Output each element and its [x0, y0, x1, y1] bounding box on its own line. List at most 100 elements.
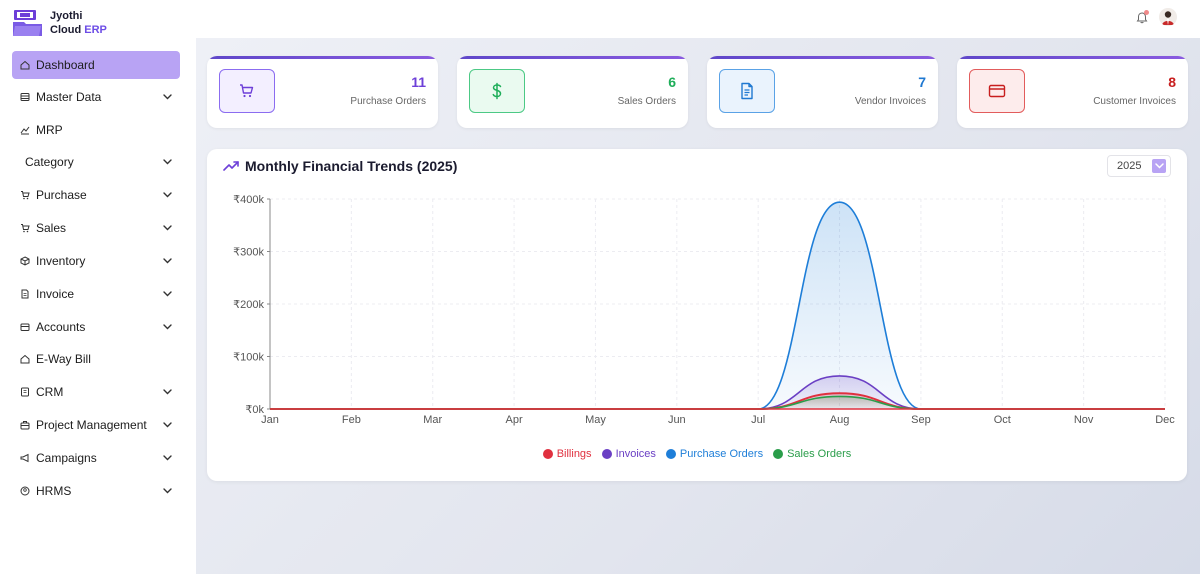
- app-logo[interactable]: Jyothi Cloud ERP: [12, 8, 107, 38]
- series-area-billings: [270, 393, 1165, 409]
- stat-card-vendor-invoices[interactable]: 7 Vendor Invoices: [707, 56, 938, 128]
- sidebar-item-label: Master Data: [36, 90, 102, 104]
- chevron-down-icon[interactable]: [162, 157, 172, 167]
- trends-chart: ₹0k ₹100k ₹200k ₹300k ₹400k Jan Feb Mar Apr May Ju…: [233, 194, 1175, 426]
- legend-label: Sales Orders: [787, 448, 852, 460]
- series-line-invoices: [270, 375, 1165, 410]
- trending-up-icon: [223, 161, 239, 171]
- sidebar-item-project-management[interactable]: Project Management: [12, 411, 180, 439]
- document-icon: [20, 289, 30, 299]
- sidebar-item-accounts[interactable]: Accounts: [12, 313, 180, 341]
- sidebar-item-label: HRMS: [36, 484, 72, 498]
- card-accent-line: [957, 56, 1188, 59]
- sidebar-item-campaigns[interactable]: Campaigns: [12, 444, 180, 472]
- year-select[interactable]: 2025: [1107, 155, 1171, 177]
- user-avatar[interactable]: [1159, 8, 1177, 26]
- sidebar-item-category[interactable]: Category: [12, 148, 180, 176]
- card-label: Vendor Invoices: [854, 96, 926, 107]
- legend-item-sales-orders[interactable]: Sales Orders: [773, 448, 851, 460]
- x-tick-label: Feb: [342, 414, 361, 426]
- x-tick-label: Mar: [423, 414, 442, 426]
- sidebar-item-mrp[interactable]: MRP: [12, 116, 180, 144]
- chevron-down-icon[interactable]: [162, 92, 172, 102]
- x-tick-label: Jan: [261, 414, 279, 426]
- megaphone-icon: [20, 453, 30, 463]
- financial-trends-chart-card: Monthly Financial Trends (2025) 2025 ₹0k…: [207, 149, 1187, 481]
- chevron-down-icon[interactable]: [162, 256, 172, 266]
- chevron-down-icon[interactable]: [162, 387, 172, 397]
- sidebar-item-label: CRM: [36, 385, 64, 399]
- sidebar-item-purchase[interactable]: Purchase: [12, 181, 180, 209]
- series-area-sales-orders: [270, 396, 1165, 409]
- stat-card-customer-invoices[interactable]: 8 Customer Invoices: [957, 56, 1188, 128]
- card-accent-line: [207, 56, 438, 59]
- sidebar-item-invoice[interactable]: Invoice: [12, 280, 180, 308]
- chevron-down-icon[interactable]: [162, 420, 172, 430]
- year-select-value: 2025: [1117, 160, 1142, 172]
- legend-label: Invoices: [615, 448, 656, 460]
- chevron-down-icon[interactable]: [162, 223, 172, 233]
- user-circle-icon: [20, 486, 30, 496]
- card-label: Sales Orders: [617, 96, 676, 107]
- sidebar-item-dashboard[interactable]: Dashboard: [12, 51, 180, 79]
- wallet-icon: [20, 322, 30, 332]
- stat-card-purchase-orders[interactable]: 11 Purchase Orders: [207, 56, 438, 128]
- main-content: 11 Purchase Orders 6 Sales Orders 7 Vendor In…: [196, 38, 1200, 574]
- sidebar-item-label: MRP: [36, 123, 63, 137]
- chart-title: Monthly Financial Trends (2025): [245, 158, 458, 174]
- y-tick-label: ₹300k: [233, 247, 264, 259]
- card-accent-line: [707, 56, 938, 59]
- legend-item-billings[interactable]: Billings: [542, 448, 592, 460]
- x-tick-label: Oct: [994, 414, 1011, 426]
- sidebar-item-label: Category: [25, 155, 74, 169]
- notification-badge: [1144, 10, 1149, 15]
- sidebar-item-sales[interactable]: Sales: [12, 214, 180, 242]
- sidebar-item-hrms[interactable]: HRMS: [12, 477, 180, 505]
- series-line-sales-orders: [270, 395, 1165, 410]
- sidebar-item-label: Inventory: [36, 254, 86, 268]
- chevron-down-icon[interactable]: [162, 289, 172, 299]
- card-label: Customer Invoices: [1093, 96, 1176, 107]
- chevron-down-icon[interactable]: [162, 486, 172, 496]
- x-tick-label: Aug: [830, 414, 850, 426]
- sidebar: Dashboard Master Data MRP Category Purchase S…: [0, 46, 193, 574]
- chart-icon: [20, 125, 30, 135]
- sidebar-item-master-data[interactable]: Master Data: [12, 83, 180, 111]
- sidebar-item-e-way-bill[interactable]: E-Way Bill: [12, 345, 180, 373]
- dollar-icon: [492, 82, 502, 100]
- series-line-purchase-orders: [270, 201, 1165, 410]
- cart-icon: [20, 223, 30, 233]
- chevron-down-icon[interactable]: [1152, 159, 1166, 173]
- x-tick-label: Sep: [911, 414, 931, 426]
- card-accent-line: [457, 56, 688, 59]
- card-value: 6: [668, 74, 676, 90]
- home-icon: [20, 354, 30, 364]
- logo-line3: ERP: [84, 24, 107, 36]
- logo-mark-icon: [12, 8, 44, 38]
- contacts-icon: [20, 387, 30, 397]
- series-area-purchase-orders: [270, 202, 1165, 409]
- credit-card-icon: [988, 84, 1006, 98]
- y-tick-label: ₹200k: [233, 299, 264, 311]
- card-icon-box: [719, 69, 775, 113]
- stat-card-sales-orders[interactable]: 6 Sales Orders: [457, 56, 688, 128]
- database-icon: [20, 92, 30, 102]
- document-icon: [741, 82, 753, 100]
- legend-item-invoices[interactable]: Invoices: [601, 448, 656, 460]
- x-tick-label: Apr: [506, 414, 523, 426]
- briefcase-icon: [20, 420, 30, 430]
- card-icon-box: [219, 69, 275, 113]
- sidebar-item-label: Accounts: [36, 320, 86, 334]
- y-tick-label: ₹400k: [233, 194, 264, 206]
- sidebar-item-inventory[interactable]: Inventory: [12, 247, 180, 275]
- card-value: 11: [411, 74, 426, 90]
- x-tick-label: Dec: [1155, 414, 1175, 426]
- chevron-down-icon[interactable]: [162, 453, 172, 463]
- chevron-down-icon[interactable]: [162, 190, 172, 200]
- legend-item-purchase-orders[interactable]: Purchase Orders: [665, 448, 763, 460]
- box-icon: [20, 256, 30, 266]
- chevron-down-icon[interactable]: [162, 322, 172, 332]
- logo-line1: Jyothi: [50, 10, 83, 22]
- sidebar-item-crm[interactable]: CRM: [12, 378, 180, 406]
- sidebar-item-label: Project Management: [36, 418, 147, 432]
